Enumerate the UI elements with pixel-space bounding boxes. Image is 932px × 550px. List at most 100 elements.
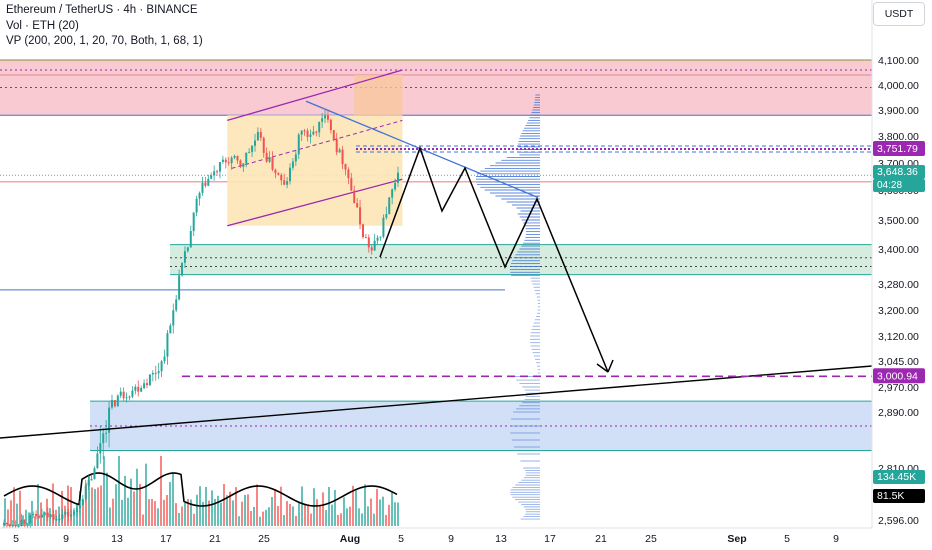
candle-body bbox=[140, 388, 143, 392]
volume-bar bbox=[142, 514, 144, 526]
candle-body bbox=[367, 237, 370, 248]
price-axis[interactable]: 2,596.002,810.002,890.002,970.003,045.00… bbox=[871, 0, 932, 550]
volume-bar bbox=[370, 498, 372, 526]
candle-body bbox=[230, 157, 233, 164]
candle-body bbox=[49, 514, 52, 518]
candle-body bbox=[81, 499, 84, 506]
volume-bar bbox=[328, 486, 330, 526]
volume-bar bbox=[352, 485, 354, 526]
volume-bar bbox=[289, 503, 291, 526]
volume-bar bbox=[214, 498, 216, 526]
candle-body bbox=[236, 155, 239, 161]
volume-bar bbox=[46, 498, 48, 526]
candle-body bbox=[154, 372, 157, 374]
candle-body bbox=[55, 519, 58, 521]
volume-bar bbox=[151, 498, 153, 526]
volume-bar bbox=[13, 487, 15, 526]
candle-body bbox=[359, 207, 362, 225]
price-tick-label: 4,100.00 bbox=[878, 55, 919, 67]
candle-body bbox=[253, 140, 256, 146]
candle-body bbox=[259, 131, 262, 138]
candle-body bbox=[131, 390, 134, 397]
volume-bar bbox=[73, 509, 75, 526]
volume-indicator-label[interactable]: Vol · ETH (20) bbox=[6, 20, 79, 32]
volume-bar bbox=[187, 499, 189, 526]
candle-body bbox=[391, 189, 394, 198]
candle-body bbox=[151, 372, 154, 375]
candle-body bbox=[87, 480, 90, 486]
volume-bar bbox=[250, 510, 252, 526]
volume-bar bbox=[85, 483, 87, 526]
price-tick-label: 3,200.00 bbox=[878, 305, 919, 317]
candle-body bbox=[388, 197, 391, 215]
volume-bar bbox=[7, 509, 9, 526]
candle-body bbox=[169, 325, 172, 334]
candle-body bbox=[26, 523, 29, 525]
candle-body bbox=[318, 121, 321, 133]
volume-bar bbox=[391, 491, 393, 526]
candle-body bbox=[321, 118, 324, 122]
candle-body bbox=[324, 115, 327, 119]
candle-body bbox=[46, 512, 49, 518]
candle-body bbox=[265, 152, 268, 162]
candle-body bbox=[274, 169, 277, 174]
time-tick-label: Aug bbox=[340, 533, 360, 545]
candle-body bbox=[335, 138, 338, 153]
volume-bar bbox=[286, 501, 288, 526]
volume-bar bbox=[295, 515, 297, 526]
volume-bar bbox=[94, 489, 96, 526]
volume-bar bbox=[184, 502, 186, 526]
time-tick-label: 21 bbox=[209, 533, 221, 545]
volume-tag-bg bbox=[873, 470, 925, 484]
price-tick-label: 2,890.00 bbox=[878, 407, 919, 419]
projection-path bbox=[379, 145, 609, 373]
volume-bar bbox=[22, 515, 24, 526]
volume-bar bbox=[385, 514, 387, 526]
volume-bar bbox=[274, 488, 276, 526]
volume-bar bbox=[82, 499, 84, 526]
channel-upper bbox=[227, 69, 403, 122]
volume-bar bbox=[343, 497, 345, 526]
volume-bar bbox=[202, 501, 204, 526]
volume-ma-tag: 81.5K bbox=[877, 490, 904, 502]
candle-body bbox=[5, 522, 8, 525]
price-axis-background bbox=[872, 0, 932, 550]
volume-bar bbox=[334, 489, 336, 526]
time-axis[interactable]: 5 9 13 17 21 25 Aug 5 9 13 17 21 25 Sep 5 9 bbox=[0, 527, 932, 550]
time-tick-label: 17 bbox=[544, 533, 556, 545]
volume-profile-indicator-label[interactable]: VP (200, 200, 1, 20, 70, Both, 1, 68, 1) bbox=[6, 35, 203, 47]
candle-body bbox=[8, 524, 11, 527]
volume-bar bbox=[127, 497, 129, 526]
countdown-tag: 04:28 bbox=[877, 180, 902, 191]
candle-body bbox=[297, 134, 300, 155]
volume-bar bbox=[163, 499, 165, 526]
volume-bar bbox=[61, 490, 63, 526]
candle-body bbox=[192, 212, 195, 232]
candle-body bbox=[189, 231, 192, 248]
candle-body bbox=[312, 131, 315, 135]
volume-bar bbox=[169, 482, 171, 526]
price-tick-label: 3,280.00 bbox=[878, 279, 919, 291]
currency-selector[interactable]: USDT bbox=[873, 2, 925, 26]
candle-body bbox=[332, 130, 335, 139]
volume-bar bbox=[304, 503, 306, 526]
volume-bar bbox=[397, 502, 399, 526]
candle-body bbox=[213, 171, 216, 176]
time-tick-label: 5 bbox=[784, 533, 790, 545]
volume-bar bbox=[124, 475, 126, 526]
wedge-pattern bbox=[227, 69, 539, 227]
candle-body bbox=[32, 513, 35, 515]
volume-bar bbox=[379, 499, 381, 526]
candle-body bbox=[128, 396, 131, 398]
candle-body bbox=[90, 479, 93, 481]
symbol-title[interactable]: Ethereum / TetherUS · 4h · BINANCE bbox=[6, 4, 198, 16]
volume-bar bbox=[196, 494, 198, 526]
candle-body bbox=[125, 397, 128, 399]
candle-body bbox=[146, 383, 149, 386]
candle-body bbox=[245, 152, 248, 164]
candle-body bbox=[361, 224, 364, 238]
price-tick-label: 2,596.00 bbox=[878, 515, 919, 527]
volume-bar bbox=[364, 484, 366, 526]
volume-bar bbox=[139, 483, 141, 526]
